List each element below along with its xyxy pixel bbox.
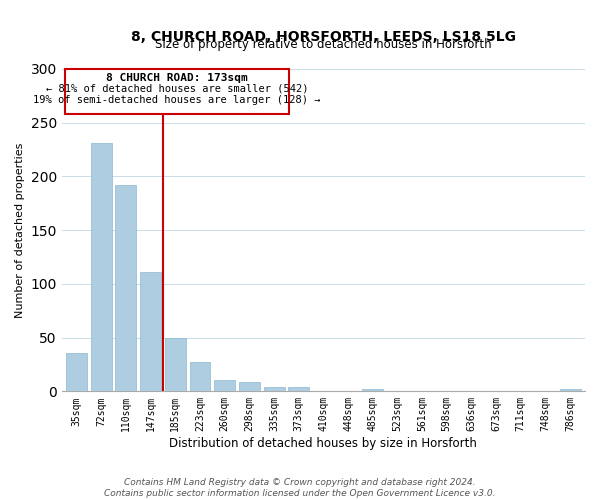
- Bar: [560, 389, 581, 392]
- Bar: [214, 380, 235, 392]
- Title: 8, CHURCH ROAD, HORSFORTH, LEEDS, LS18 5LG: 8, CHURCH ROAD, HORSFORTH, LEEDS, LS18 5…: [131, 30, 516, 44]
- FancyBboxPatch shape: [65, 69, 289, 114]
- Bar: [165, 338, 186, 392]
- Bar: [66, 352, 87, 392]
- Bar: [190, 362, 211, 392]
- Bar: [140, 272, 161, 392]
- Bar: [362, 389, 383, 392]
- X-axis label: Distribution of detached houses by size in Horsforth: Distribution of detached houses by size …: [169, 437, 478, 450]
- Text: ← 81% of detached houses are smaller (542): ← 81% of detached houses are smaller (54…: [46, 84, 308, 94]
- Bar: [263, 387, 284, 392]
- Text: Size of property relative to detached houses in Horsforth: Size of property relative to detached ho…: [155, 38, 492, 51]
- Bar: [239, 382, 260, 392]
- Bar: [288, 387, 309, 392]
- Y-axis label: Number of detached properties: Number of detached properties: [15, 142, 25, 318]
- Bar: [115, 185, 136, 392]
- Bar: [91, 143, 112, 392]
- Text: 19% of semi-detached houses are larger (128) →: 19% of semi-detached houses are larger (…: [34, 94, 321, 104]
- Text: Contains HM Land Registry data © Crown copyright and database right 2024.
Contai: Contains HM Land Registry data © Crown c…: [104, 478, 496, 498]
- Text: 8 CHURCH ROAD: 173sqm: 8 CHURCH ROAD: 173sqm: [106, 73, 248, 83]
